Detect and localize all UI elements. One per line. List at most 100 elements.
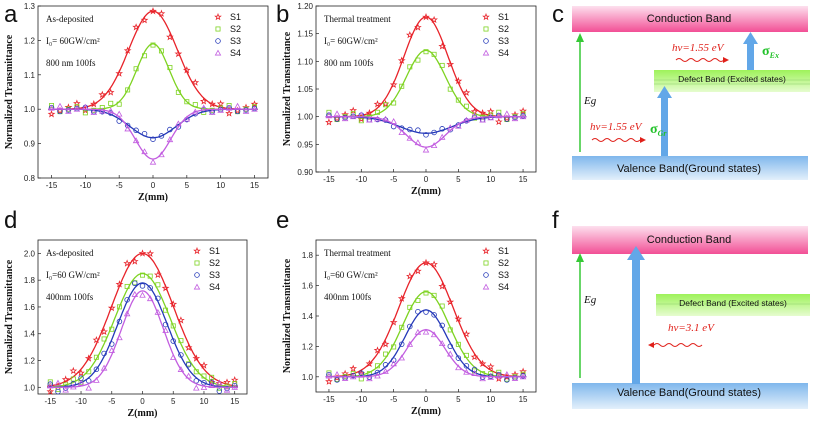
- data-point-s1: [414, 267, 422, 275]
- chart-panel-a: -15 -10 -5 0 5 10 15 0.8 0.9 1.0 1.1 1.2 1.3 Z(mm) Nor…: [4, 2, 269, 203]
- data-point-s2: [463, 352, 469, 358]
- data-point-s4: [463, 368, 470, 375]
- data-point-s2: [391, 344, 397, 350]
- data-point-s3: [70, 381, 77, 387]
- data-point-s3: [178, 352, 184, 358]
- data-point-s4: [414, 328, 422, 335]
- data-point-s2: [124, 283, 130, 289]
- data-point-s3: [133, 127, 139, 134]
- data-point-s4: [325, 112, 333, 119]
- legend-label-s4: S4: [230, 48, 241, 58]
- x-tick-label: -10: [80, 181, 92, 190]
- data-point-s4: [479, 116, 486, 123]
- data-point-s4: [390, 360, 397, 367]
- data-point-s4: [382, 115, 389, 122]
- legend-marker-s1: [214, 12, 222, 21]
- data-point-s4: [108, 346, 116, 353]
- fit-line-s2: [48, 43, 258, 110]
- data-point-s3: [398, 341, 405, 347]
- x-tick-label: -15: [323, 395, 335, 404]
- data-point-s2: [455, 341, 461, 347]
- y-tick-label: 1.8: [24, 276, 36, 285]
- data-point-s4: [234, 102, 241, 109]
- conduction-band-c: [572, 6, 808, 32]
- data-point-s1: [107, 303, 116, 312]
- data-point-s2: [142, 53, 148, 59]
- data-point-s4: [169, 354, 177, 360]
- eg-label-c: Eg: [583, 95, 597, 107]
- data-point-s2: [326, 370, 332, 376]
- y-tick-label: 1.6: [24, 303, 36, 312]
- data-point-s2: [108, 100, 114, 106]
- data-point-s2: [407, 64, 413, 70]
- data-point-s2: [192, 102, 198, 108]
- data-point-s3: [216, 388, 223, 394]
- data-point-s1: [373, 100, 382, 108]
- x-tick-label: 0: [424, 395, 429, 404]
- y-tick-label: 0.95: [297, 140, 313, 149]
- data-point-s1: [406, 272, 414, 280]
- data-point-s4: [455, 122, 462, 129]
- data-point-s2: [496, 109, 502, 115]
- y-axis-title: Normalized Transmittance: [282, 31, 293, 146]
- data-point-s1: [430, 260, 438, 268]
- fit-line-s3: [48, 108, 258, 139]
- data-point-s4: [446, 124, 454, 131]
- data-point-s4: [366, 116, 373, 123]
- sigma-gr-c: σGr: [650, 122, 667, 138]
- data-point-s3: [455, 355, 462, 361]
- data-point-s3: [141, 130, 148, 137]
- data-point-s1: [365, 359, 374, 368]
- y-tick-label: 1.1: [24, 71, 36, 80]
- x-tick-label: 0: [424, 175, 429, 184]
- annotation-0: Thermal treatment: [324, 248, 391, 258]
- data-point-s2: [93, 354, 99, 360]
- data-point-s1: [462, 88, 471, 96]
- data-point-s1: [115, 280, 124, 288]
- x-tick-label: -15: [323, 175, 335, 184]
- data-point-s4: [191, 108, 199, 115]
- data-point-s3: [407, 323, 413, 330]
- data-point-s4: [73, 105, 81, 112]
- annotation-1: I₀= 60GW/cm²: [46, 36, 100, 46]
- data-point-s2: [226, 103, 232, 109]
- data-point-s1: [192, 354, 201, 362]
- data-point-s1: [381, 340, 390, 348]
- data-point-s1: [138, 249, 147, 257]
- data-point-s3: [358, 370, 365, 376]
- data-point-s4: [487, 374, 494, 380]
- data-point-s3: [512, 114, 518, 121]
- photon-label-f: hν=3.1 eV: [668, 322, 715, 334]
- x-tick-label: -5: [390, 175, 398, 184]
- y-tick-label: 2.0: [24, 249, 36, 258]
- legend-label-s1: S1: [209, 246, 220, 256]
- data-point-s4: [325, 372, 333, 379]
- annotation-2: 800 nm 100fs: [324, 58, 374, 68]
- x-tick-label: 5: [456, 395, 461, 404]
- data-point-s2: [116, 304, 122, 310]
- data-point-s4: [93, 376, 100, 383]
- legend-label-s1: S1: [230, 12, 241, 22]
- data-point-s3: [231, 382, 238, 389]
- data-point-s1: [89, 100, 98, 108]
- data-point-s4: [175, 120, 182, 127]
- data-point-s4: [251, 105, 258, 112]
- data-point-s1: [430, 15, 438, 24]
- x-tick-label: 10: [486, 175, 495, 184]
- data-point-s4: [149, 158, 157, 165]
- data-point-s2: [520, 111, 526, 117]
- data-point-s3: [55, 388, 61, 395]
- photon-wave-bottom-c: [591, 138, 641, 142]
- y-tick-label: 1.00: [297, 113, 313, 122]
- y-tick-label: 0.90: [297, 168, 313, 177]
- legend-marker-s3: [483, 272, 489, 278]
- y-tick-label: 1.15: [297, 30, 313, 39]
- data-point-s3: [407, 126, 413, 133]
- excitation-arrowhead-f: [627, 246, 645, 260]
- data-point-s3: [390, 357, 397, 363]
- data-point-s1: [149, 7, 157, 15]
- data-point-s4: [471, 112, 478, 119]
- data-point-s2: [423, 290, 429, 296]
- data-point-s4: [216, 379, 223, 386]
- data-point-s2: [407, 304, 413, 310]
